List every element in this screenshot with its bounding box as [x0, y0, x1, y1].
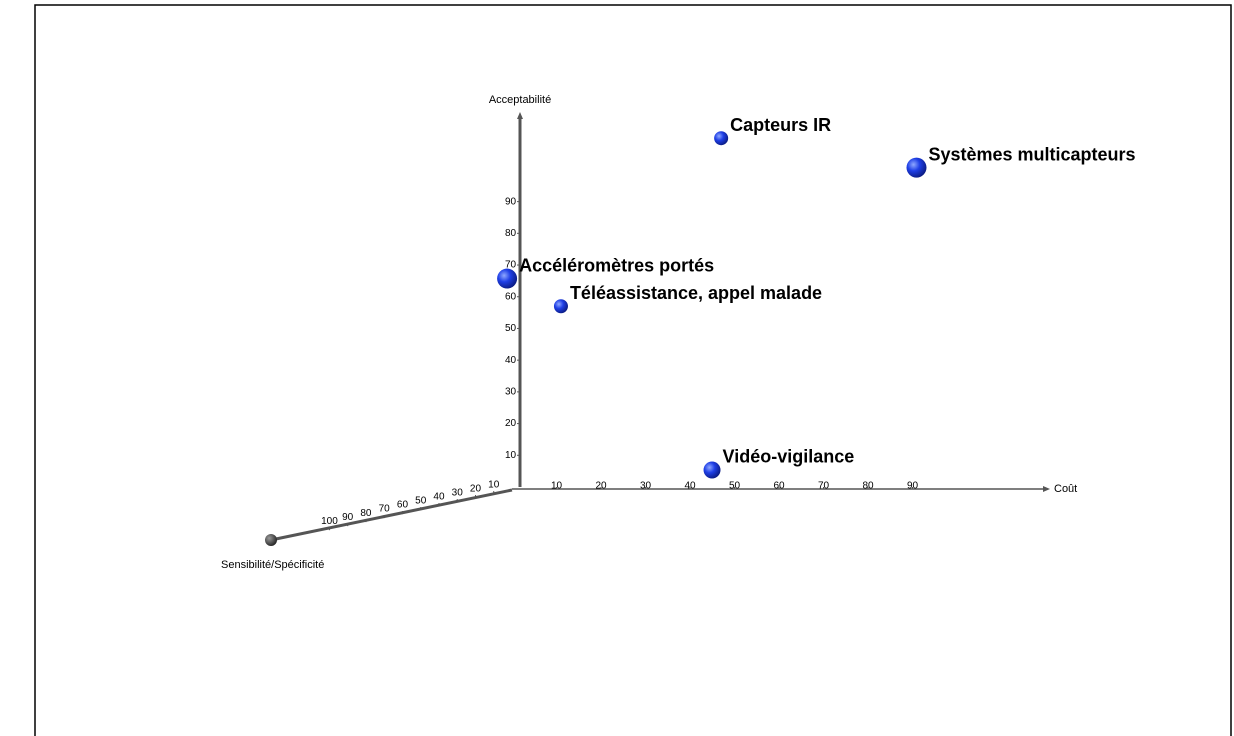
x-tick-label: 30 — [640, 481, 652, 492]
point — [703, 461, 721, 479]
y-tick-label: 20 — [505, 418, 517, 429]
z-tick-label: 60 — [397, 500, 409, 511]
z-tick-label: 100 — [321, 516, 338, 527]
z-tick-label: 30 — [452, 488, 464, 499]
point — [906, 157, 927, 178]
x-tick-label: 20 — [595, 481, 607, 492]
x-tick-label: 90 — [907, 481, 919, 492]
z-axis — [270, 488, 513, 542]
y-tick-label: 90 — [505, 196, 517, 207]
y-arrow — [517, 112, 523, 119]
frame — [34, 4, 1232, 736]
point — [714, 131, 729, 146]
z-tick-label: 80 — [360, 508, 372, 519]
point-label: Systèmes multicapteurs — [928, 144, 1135, 164]
point — [497, 268, 518, 289]
point-label: Vidéo-vigilance — [723, 447, 855, 467]
point-label: Capteurs IR — [730, 115, 831, 135]
point-label: Accéléromètres portés — [519, 255, 714, 275]
z-axis-title: Sensibilité/Spécificité — [221, 559, 324, 571]
point-label: Téléassistance, appel malade — [570, 283, 822, 303]
z-tick-label: 50 — [415, 496, 427, 507]
x-tick-label: 40 — [684, 481, 696, 492]
x-tick-label: 70 — [818, 481, 830, 492]
y-tick-label: 10 — [505, 450, 517, 461]
y-tick-label: 70 — [505, 260, 517, 271]
y-tick-label: 60 — [505, 291, 517, 302]
x-tick-label: 50 — [729, 481, 741, 492]
point — [553, 299, 568, 314]
y-tick-label: 30 — [505, 387, 517, 398]
x-tick-label: 10 — [551, 481, 563, 492]
y-tick-label: 40 — [505, 355, 517, 366]
y-tick-label: 50 — [505, 323, 517, 334]
z-axis-end — [265, 534, 277, 546]
x-axis-title: Coût — [1054, 483, 1077, 495]
z-tick-label: 70 — [379, 504, 391, 515]
x-tick-label: 60 — [773, 481, 785, 492]
y-axis-title: Acceptabilité — [489, 94, 551, 106]
z-tick-label: 20 — [470, 484, 482, 495]
x-arrow — [1043, 486, 1050, 492]
x-tick-label: 80 — [862, 481, 874, 492]
z-tick-label: 40 — [433, 492, 445, 503]
y-tick-label: 80 — [505, 228, 517, 239]
z-tick-label: 90 — [342, 512, 354, 523]
z-tick-label: 10 — [488, 480, 500, 491]
